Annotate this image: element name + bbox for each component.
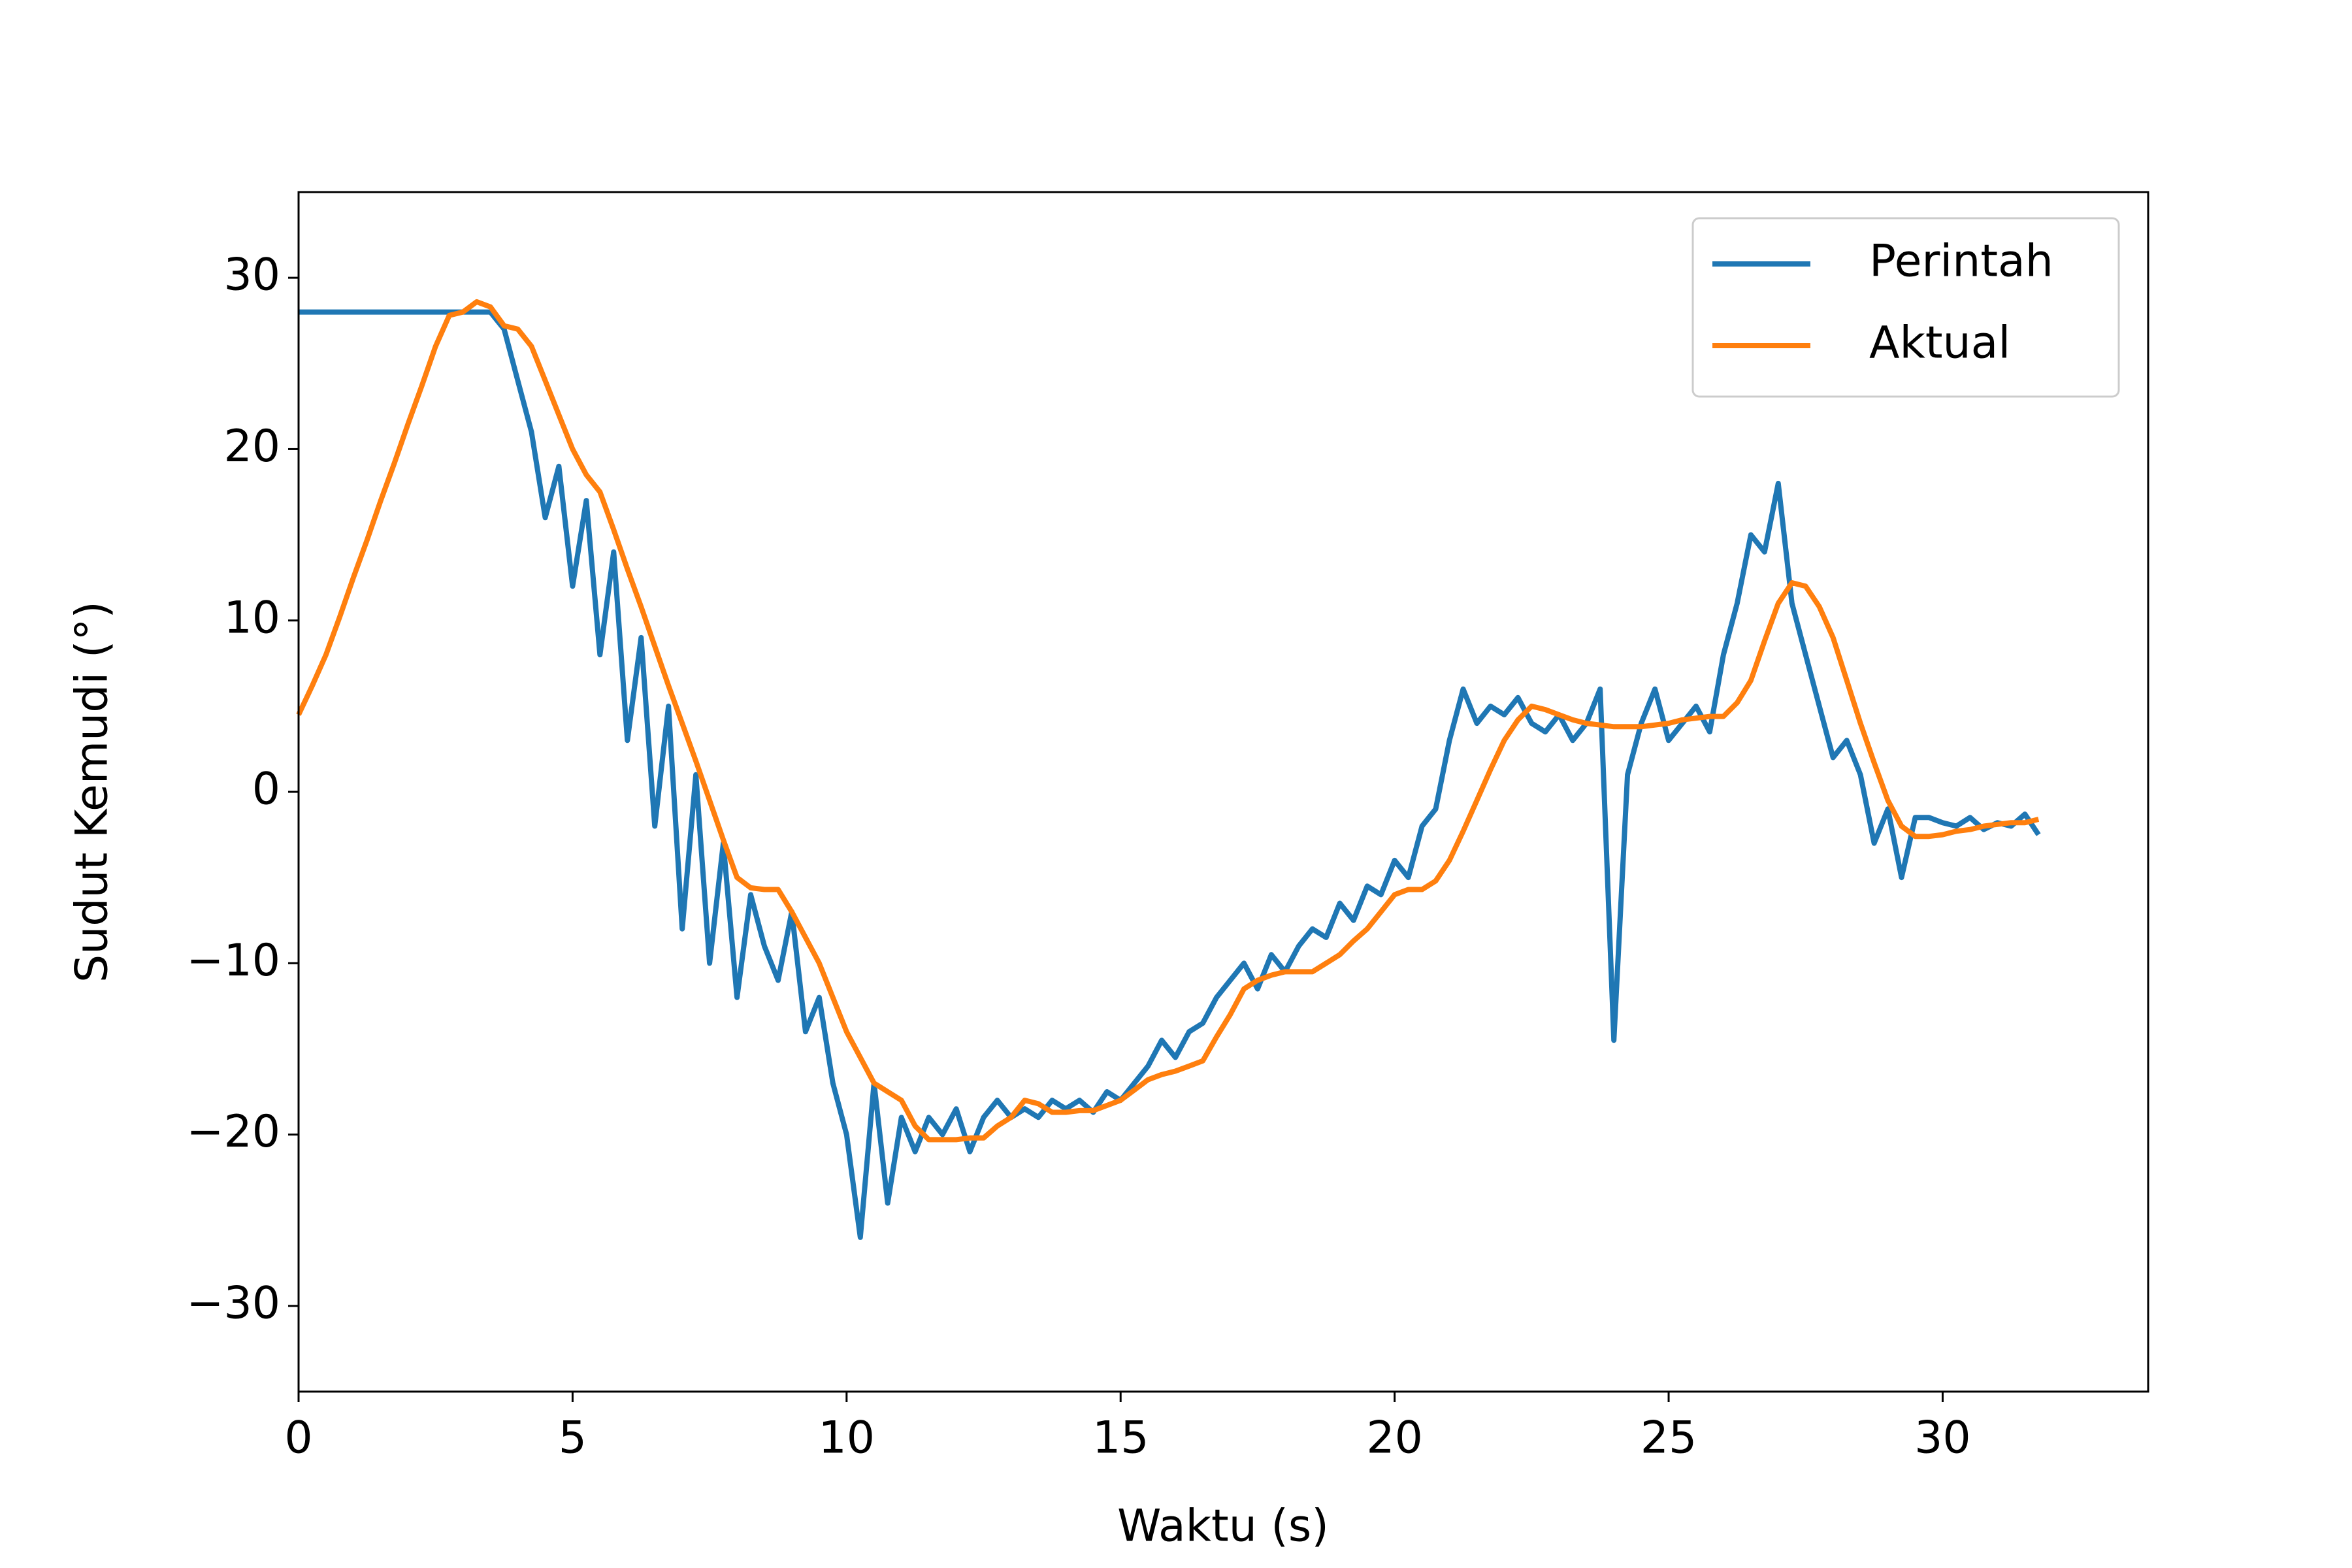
x-tick-label: 30 — [1914, 1413, 1971, 1464]
x-tick-label: 10 — [819, 1413, 875, 1464]
x-tick-label: 15 — [1092, 1413, 1149, 1464]
x-axis-label: Waktu (s) — [1117, 1501, 1329, 1552]
x-tick-label: 25 — [1641, 1413, 1697, 1464]
y-tick-label: 10 — [223, 592, 280, 644]
legend-label: Perintah — [1869, 236, 2053, 287]
y-axis-label: Sudut Kemudi (°) — [67, 601, 118, 983]
x-tick-label: 20 — [1366, 1413, 1423, 1464]
y-tick-label: −30 — [186, 1277, 280, 1329]
y-tick-label: 20 — [223, 421, 280, 472]
y-tick-label: −20 — [186, 1106, 280, 1158]
y-tick-label: 0 — [252, 764, 280, 815]
data-line — [296, 299, 2040, 1143]
y-tick-label: 30 — [223, 250, 280, 301]
data-line — [299, 309, 2041, 1240]
x-tick-label: 0 — [284, 1413, 312, 1464]
legend-label: Aktual — [1869, 318, 2010, 369]
x-tick-label: 5 — [559, 1413, 587, 1464]
y-tick-label: −10 — [186, 935, 280, 987]
plot-frame — [297, 191, 2149, 1393]
